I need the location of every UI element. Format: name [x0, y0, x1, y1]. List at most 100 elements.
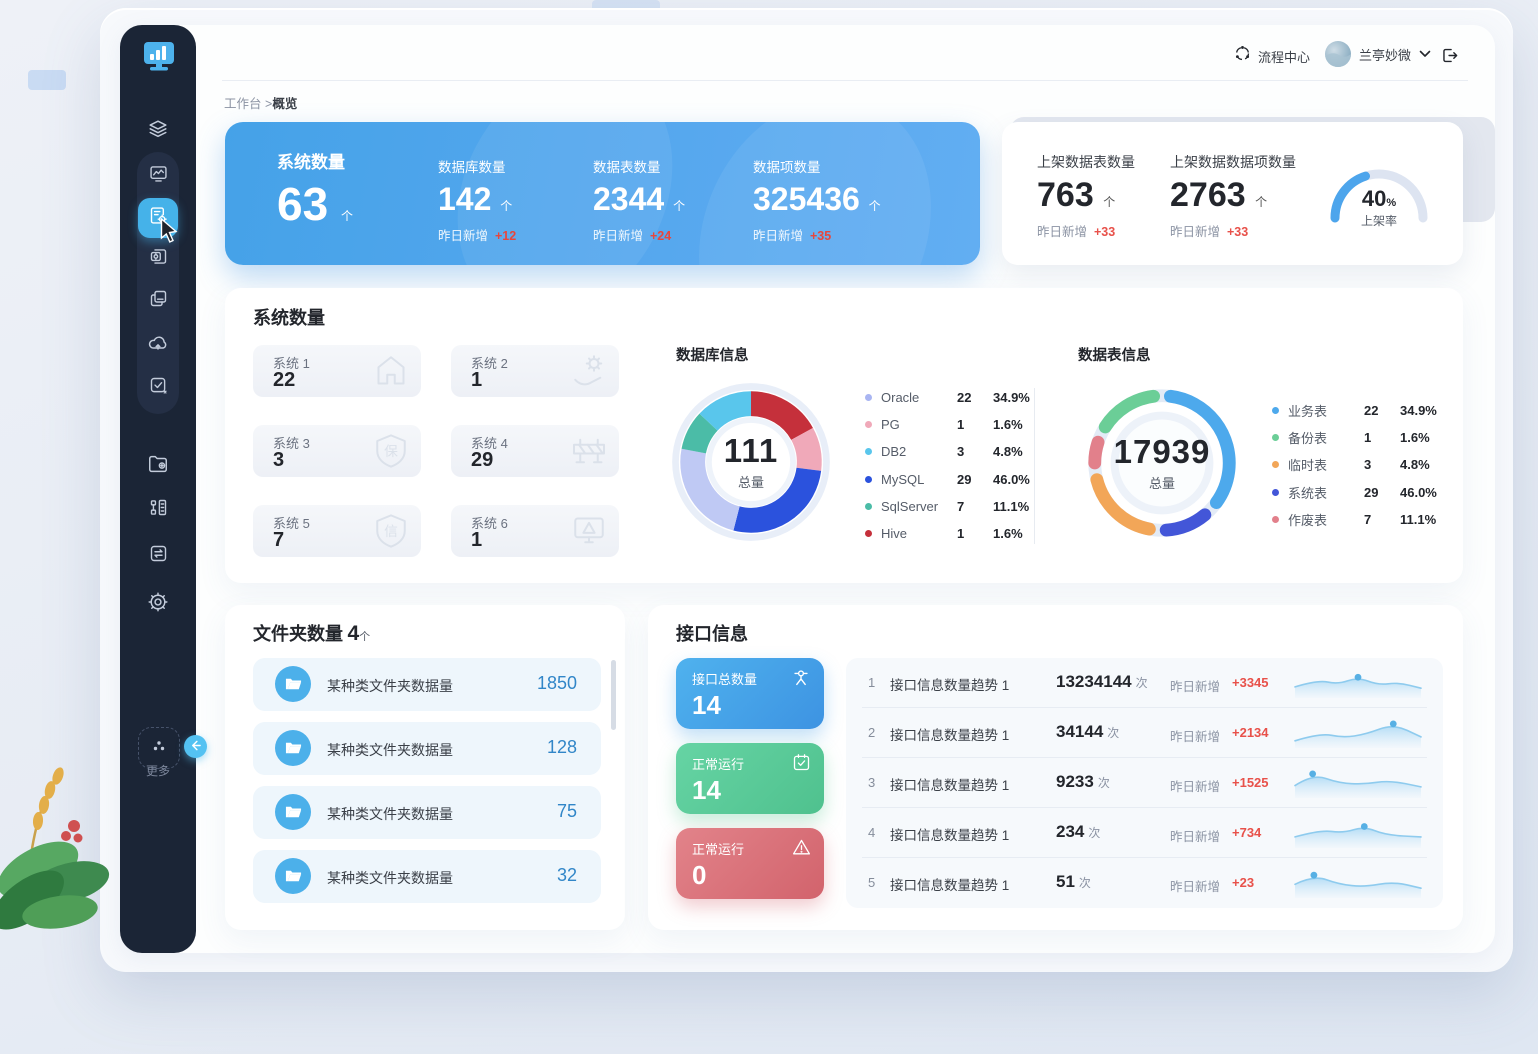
- sidebar-item-folder-add[interactable]: [138, 446, 178, 486]
- folder-icon: [275, 794, 311, 830]
- monitor-alert-icon: [569, 511, 609, 556]
- username: 兰亭妙微: [1359, 47, 1412, 63]
- folder-label: 某种类文件夹数据量: [327, 678, 453, 694]
- table-donut-center: 17939 总量: [1113, 433, 1211, 491]
- window-grid-icon: [148, 288, 169, 314]
- header-divider: [222, 80, 1468, 81]
- logo-monitor-chart-icon: [139, 42, 179, 80]
- system-name: 系统 2: [471, 356, 508, 371]
- folders-title: 文件夹数量 4个: [253, 622, 371, 645]
- interface-row: 1 接口信息数量趋势 1 13234144 次 昨日新增 +3345: [846, 658, 1443, 708]
- process-center-icon: [1234, 45, 1251, 67]
- sidebar-item-transfer[interactable]: [138, 536, 178, 576]
- process-center-button[interactable]: 流程中心: [1234, 45, 1310, 67]
- folders-section: 文件夹数量 4个 某种类文件夹数据量 1850 某种类文件夹数据量 128 某种…: [225, 605, 625, 930]
- stat-delta: 昨日新增 +33: [1170, 225, 1249, 239]
- breadcrumb-separator: >: [265, 97, 273, 111]
- system-card-1: 系统 1 22: [253, 345, 421, 397]
- table-donut-chart: 17939 总量: [1073, 374, 1251, 552]
- sidebar-item-dashboard[interactable]: [138, 156, 178, 196]
- layers-icon: [147, 118, 169, 145]
- breadcrumb[interactable]: 工作台 >概览: [224, 93, 297, 112]
- shield-xin-icon: 信: [371, 511, 411, 556]
- card-label: 正常运行: [692, 757, 745, 772]
- plant-decoration: [0, 742, 128, 937]
- folder-icon: [275, 858, 311, 894]
- system-card-5: 系统 5 7 信: [253, 505, 421, 557]
- system-name: 系统 6: [471, 516, 508, 531]
- more-dots-icon: [149, 736, 169, 761]
- interface-alert-card: 正常运行 0: [676, 828, 824, 899]
- svg-text:信: 信: [384, 524, 398, 539]
- home-icon: [371, 351, 411, 396]
- stat-value: 63 个: [277, 178, 353, 230]
- row-index: 2: [868, 725, 876, 740]
- folder-row: 某种类文件夹数据量 32: [253, 850, 601, 903]
- sidebar-item-windows[interactable]: [138, 281, 178, 321]
- folders-count: 4: [347, 622, 360, 645]
- breadcrumb-root[interactable]: 工作台: [224, 97, 262, 111]
- logout-button[interactable]: [1440, 46, 1459, 70]
- system-value: 7: [273, 529, 285, 551]
- row-index: 4: [868, 825, 876, 840]
- system-name: 系统 4: [471, 436, 508, 451]
- folder-value: 128: [546, 737, 577, 757]
- sidebar-item-org-list[interactable]: [138, 490, 178, 530]
- folder-value: 1850: [536, 673, 577, 693]
- sparkline: [1294, 720, 1422, 748]
- deco-rect-left: [28, 70, 66, 90]
- sidebar-nav-group: [137, 152, 179, 414]
- sidebar-item-layers[interactable]: [138, 111, 178, 151]
- sidebar-more-button[interactable]: [138, 727, 180, 769]
- breadcrumb-current: 概览: [272, 97, 298, 111]
- folder-row: 某种类文件夹数据量 1850: [253, 658, 601, 711]
- row-name: 接口信息数量趋势 1: [890, 878, 1010, 893]
- folder-value: 32: [556, 865, 577, 885]
- card-value: 14: [692, 775, 721, 805]
- row-name: 接口信息数量趋势 1: [890, 828, 1010, 843]
- sidebar-item-file-settings[interactable]: [138, 239, 178, 279]
- row-value: 234 次: [1056, 822, 1101, 841]
- mouse-cursor: [160, 217, 182, 249]
- shelf-stats-card: 上架数据表数量 763 个 昨日新增 +33 上架数据数据项数量 2763 个 …: [1002, 122, 1463, 265]
- sidebar-item-settings[interactable]: [138, 584, 178, 624]
- folder-label: 某种类文件夹数据量: [327, 806, 453, 822]
- system-value: 1: [471, 529, 483, 551]
- row-delta-label: 昨日新增: [1170, 780, 1221, 794]
- sidebar-item-tasks[interactable]: [138, 368, 178, 408]
- row-delta-label: 昨日新增: [1170, 830, 1221, 844]
- settings-gear-icon: [147, 591, 169, 618]
- row-index: 1: [868, 675, 876, 690]
- stat-value: 142 个: [438, 181, 513, 217]
- stat-value: 2763 个: [1170, 176, 1268, 214]
- system-card-3: 系统 3 3 保: [253, 425, 421, 477]
- system-value: 29: [471, 449, 494, 471]
- app-logo[interactable]: [139, 36, 179, 81]
- row-value: 13234144 次: [1056, 672, 1148, 691]
- logout-icon: [1440, 48, 1459, 69]
- warning-icon: [791, 837, 812, 863]
- row-name: 接口信息数量趋势 1: [890, 728, 1010, 743]
- db-info-title: 数据库信息: [676, 348, 749, 364]
- system-name: 系统 5: [273, 516, 310, 531]
- folder-row: 某种类文件夹数据量 75: [253, 786, 601, 839]
- sidebar-item-cloud[interactable]: [138, 325, 178, 365]
- row-delta: +1525: [1232, 775, 1269, 790]
- interface-running-card: 正常运行 14: [676, 743, 824, 814]
- row-name: 接口信息数量趋势 1: [890, 678, 1010, 693]
- folders-scrollbar[interactable]: [611, 660, 616, 730]
- user-menu[interactable]: 兰亭妙微: [1325, 41, 1431, 67]
- card-value: 0: [692, 860, 707, 890]
- interface-row: 2 接口信息数量趋势 1 34144 次 昨日新增 +2134: [846, 708, 1443, 758]
- folder-icon: [275, 730, 311, 766]
- stat-value: 763 个: [1037, 176, 1116, 214]
- sidebar-collapse-button[interactable]: [184, 735, 207, 758]
- interface-row: 3 接口信息数量趋势 1 9233 次 昨日新增 +1525: [846, 758, 1443, 808]
- cloud-upload-icon: [147, 332, 169, 359]
- svg-text:保: 保: [384, 444, 398, 459]
- row-value: 51 次: [1056, 872, 1091, 891]
- barrier-icon: [569, 431, 609, 476]
- stat-label: 上架数据表数量: [1037, 154, 1135, 170]
- task-check-icon: [148, 375, 169, 401]
- system-value: 22: [273, 369, 296, 391]
